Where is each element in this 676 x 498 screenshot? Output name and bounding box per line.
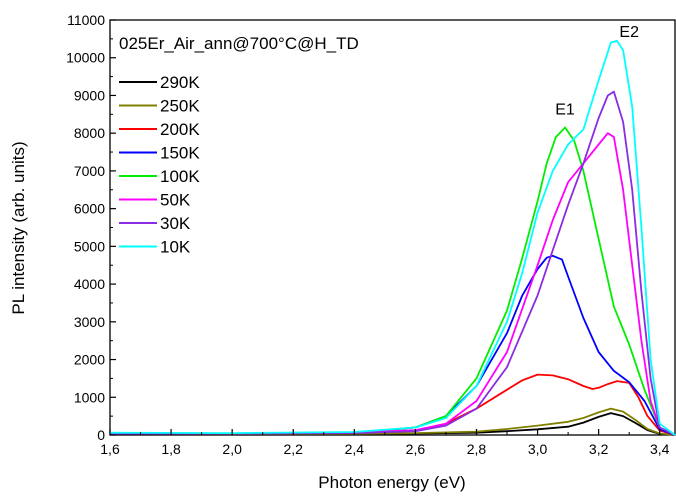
y-tick-label: 1000 bbox=[74, 389, 105, 405]
y-axis-title: PL intensity (arb. units) bbox=[9, 141, 28, 314]
y-tick-label: 8000 bbox=[74, 125, 105, 141]
y-axis-ticks: 0 1000 2000 3000 4000 5000 6000 7000 8000 9000 100… bbox=[66, 12, 116, 443]
y-tick-label: 2000 bbox=[74, 352, 105, 368]
y-tick-label: 11000 bbox=[67, 12, 105, 28]
legend-label-250K: 250K bbox=[160, 97, 200, 116]
x-tick-label: 3,0 bbox=[528, 441, 548, 457]
legend: 290K 250K 200K 150K 100K 50K 30K 10K bbox=[119, 73, 200, 257]
legend-label-100K: 100K bbox=[160, 167, 200, 186]
series-line-150K bbox=[110, 254, 676, 436]
legend-label-50K: 50K bbox=[160, 191, 191, 210]
x-tick-label: 2,2 bbox=[284, 441, 304, 457]
legend-label-10K: 10K bbox=[160, 238, 191, 257]
x-tick-label: 3,4 bbox=[650, 441, 670, 457]
y-tick-label: 3000 bbox=[74, 314, 105, 330]
legend-label-200K: 200K bbox=[160, 120, 200, 139]
legend-label-150K: 150K bbox=[160, 144, 200, 163]
y-tick-label: 7000 bbox=[74, 163, 105, 179]
series-line-50K bbox=[110, 132, 676, 436]
annotations: E1 E2 bbox=[555, 24, 639, 118]
x-axis-ticks: 1,6 1,8 2,0 2,2 2,4 2,6 2,8 3,0 3,2 3,4 bbox=[100, 429, 670, 457]
y-tick-label: 10000 bbox=[66, 50, 105, 66]
annotation-E2: E2 bbox=[619, 24, 639, 41]
series-lines bbox=[109, 39, 676, 436]
y-tick-label: 4000 bbox=[74, 276, 105, 292]
series-line-10K bbox=[109, 39, 676, 436]
y-tick-label: 9000 bbox=[74, 87, 105, 103]
series-line-30K bbox=[110, 90, 676, 436]
series-line-200K bbox=[110, 373, 676, 436]
x-axis-title: Photon energy (eV) bbox=[318, 473, 465, 492]
chart-title: 025Er_Air_ann@700°C@H_TD bbox=[119, 34, 359, 53]
x-tick-label: 2,0 bbox=[222, 441, 242, 457]
legend-label-30K: 30K bbox=[160, 214, 191, 233]
x-tick-label: 2,6 bbox=[406, 441, 426, 457]
y-tick-label: 6000 bbox=[74, 201, 105, 217]
x-tick-label: 1,8 bbox=[161, 441, 181, 457]
legend-label-290K: 290K bbox=[160, 73, 200, 92]
y-tick-label: 5000 bbox=[74, 238, 105, 254]
x-tick-label: 2,4 bbox=[345, 441, 365, 457]
x-tick-label: 3,2 bbox=[589, 441, 609, 457]
y-tick-label: 0 bbox=[97, 427, 105, 443]
x-tick-label: 1,6 bbox=[100, 441, 120, 457]
x-tick-label: 2,8 bbox=[467, 441, 487, 457]
annotation-E1: E1 bbox=[555, 101, 575, 118]
